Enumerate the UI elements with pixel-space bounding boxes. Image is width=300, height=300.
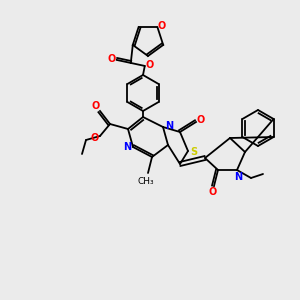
Text: O: O [157,21,166,31]
Text: CH₃: CH₃ [138,176,154,185]
Text: O: O [197,115,205,125]
Text: S: S [190,147,198,157]
Text: O: O [108,54,116,64]
Text: N: N [165,121,173,131]
Text: O: O [209,187,217,197]
Text: N: N [234,172,242,182]
Text: O: O [92,101,100,111]
Text: O: O [146,60,154,70]
Text: N: N [123,142,131,152]
Text: O: O [91,133,99,143]
